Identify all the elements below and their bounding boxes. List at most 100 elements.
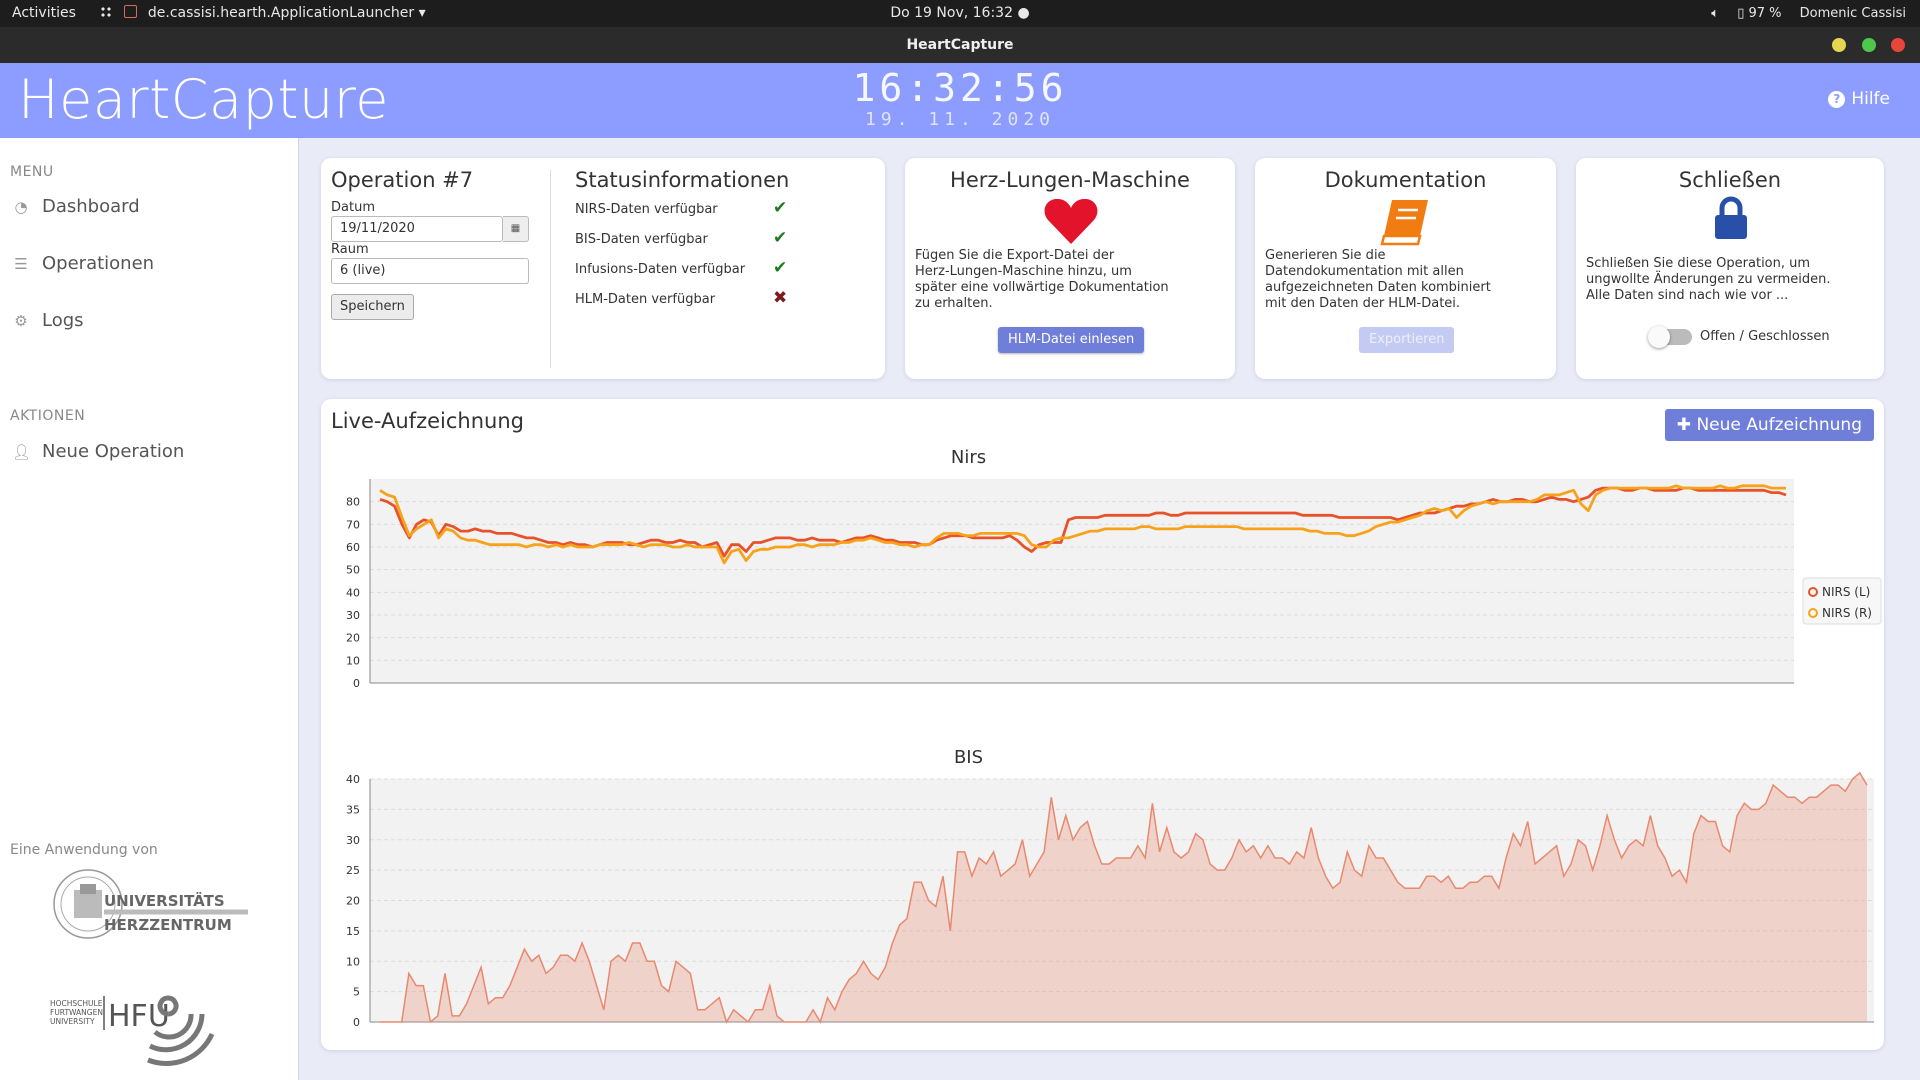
sidebar-item-label: Operationen [42, 253, 155, 274]
y-tick-label: 35 [346, 803, 360, 816]
application-icon [124, 5, 138, 18]
add-user-icon: 👤︎ [12, 443, 32, 461]
status-title: Statusinformationen [575, 168, 790, 192]
credit-text: Eine Anwendung von [10, 842, 158, 858]
hlm-import-button[interactable]: HLM-Datei einlesen [998, 327, 1145, 353]
header-clock: 16:32:56 19. 11. 2020 [850, 67, 1070, 131]
bis-chart-title: BIS [953, 747, 984, 768]
y-tick-label: 60 [346, 541, 360, 554]
system-status-area[interactable]: 🔈︎ ▯ 97 % Domenic Cassisi [1711, 0, 1906, 27]
help-label: Hilfe [1851, 89, 1890, 109]
sidebar-item-neue-operation[interactable]: 👤︎ Neue Operation [12, 437, 184, 467]
close-desc-2: ungwollte Änderungen zu vermeiden. [1586, 272, 1831, 287]
dashboard-icon: ◔ [14, 198, 28, 216]
live-recording-card: Live-Aufzeichnung ✚ Neue Aufzeichnung Ni… [321, 399, 1884, 1050]
close-window-button[interactable] [1891, 38, 1905, 52]
actions-heading: AKTIONEN [10, 408, 86, 424]
calendar-button[interactable]: ▦ [503, 216, 529, 242]
y-tick-label: 40 [346, 773, 360, 786]
universitaets-herzzentrum-logo: UNIVERSITÄTS HERZZENTRUM [53, 869, 248, 939]
app-menu[interactable]: de.cassisi.hearth.ApplicationLauncher ▾ [100, 0, 426, 27]
cross-icon: ✖ [773, 288, 788, 308]
toggle-knob [1648, 326, 1670, 348]
plus-icon: ✚ [1676, 415, 1697, 435]
maximize-button[interactable] [1862, 38, 1876, 52]
status-infusion-label: Infusions-Daten verfügbar [575, 262, 746, 277]
minimize-button[interactable] [1832, 38, 1846, 52]
hlm-card: Herz-Lungen-Maschine Fügen Sie die Expor… [905, 158, 1235, 379]
sidebar-item-operationen[interactable]: ☰ Operationen [12, 249, 154, 279]
y-tick-label: 25 [346, 864, 360, 877]
save-button[interactable]: Speichern [331, 294, 414, 320]
sidebar-item-dashboard[interactable]: ◔ Dashboard [12, 192, 139, 222]
system-clock[interactable]: Do 19 Nov, 16:32 ● [890, 5, 1030, 21]
app-brand: HeartCapture [18, 68, 390, 131]
close-toggle[interactable] [1648, 326, 1692, 348]
y-tick-label: 40 [346, 586, 360, 599]
nirs-chart: 0 10 20 30 40 50 60 70 80 NIRS (L) NIRS (R) [346, 479, 1882, 690]
y-tick-label: 20 [346, 632, 360, 645]
legend-marker [1808, 608, 1818, 618]
legend-marker [1808, 587, 1818, 597]
speaker-muted-icon: 🔈︎ [1711, 6, 1720, 21]
new-recording-button[interactable]: ✚ Neue Aufzeichnung [1664, 409, 1874, 441]
new-recording-label: Neue Aufzeichnung [1696, 415, 1862, 435]
check-icon: ✔ [773, 198, 788, 218]
doc-desc-2: Datendokumentation mit allen [1265, 264, 1464, 279]
y-tick-label: 70 [346, 518, 360, 531]
logo-hfu-sub2: FURTWANGEN [50, 1008, 103, 1017]
close-desc-1: Schließen Sie diese Operation, um [1586, 256, 1811, 271]
y-tick-label: 0 [353, 677, 360, 690]
y-tick-label: 0 [353, 1016, 360, 1029]
logo-hfu-sub3: UNIVERSITY [50, 1017, 95, 1026]
hfu-logo: HOCHSCHULE FURTWANGEN UNIVERSITY HFU [50, 995, 215, 1066]
sidebar-item-label: Neue Operation [42, 441, 185, 462]
export-button[interactable]: Exportieren [1359, 327, 1455, 353]
window-title-bar[interactable]: HeartCapture [0, 27, 1920, 63]
doc-desc-1: Generieren Sie die [1265, 248, 1386, 263]
help-link[interactable]: ? Hilfe [1828, 89, 1890, 109]
check-icon: ✔ [773, 258, 788, 278]
plot-area [370, 479, 1794, 683]
apps-grid-icon [100, 6, 112, 18]
system-clock-area: Do 19 Nov, 16:32 ● [0, 0, 1920, 27]
close-title: Schließen [1678, 168, 1782, 192]
logo-uhz-line1: UNIVERSITÄTS [104, 891, 225, 910]
legend-box [1802, 577, 1882, 625]
activities-button[interactable]: Activities [12, 5, 76, 21]
notification-dot-icon: ● [1017, 5, 1030, 21]
doc-desc-3: aufgezeichneten Daten kombiniert [1265, 280, 1491, 295]
nirs-chart-title: Nirs [950, 447, 987, 468]
room-field[interactable]: 6 (live) [331, 258, 529, 284]
logo-uhz-line2: HERZZENTRUM [104, 916, 232, 934]
y-tick-label: 20 [346, 895, 360, 908]
legend-label: NIRS (L) [1822, 585, 1870, 599]
battery-percent: 97 % [1748, 6, 1782, 21]
user-name: Domenic Cassisi [1799, 6, 1906, 21]
y-tick-label: 30 [346, 609, 360, 622]
series-line [380, 771, 1868, 1024]
calendar-icon: ▦ [510, 223, 521, 234]
sidebar: MENU ◔ Dashboard ☰ Operationen ⚙ Logs AKTIO… [0, 138, 299, 1080]
y-tick-label: 50 [346, 564, 360, 577]
gear-icon: ⚙ [14, 312, 28, 330]
operation-card: Operation #7 Datum 19/11/2020 ▦ Raum 6 (… [321, 158, 885, 379]
logo-hfu-sub1: HOCHSCHULE [50, 999, 103, 1008]
question-icon: ? [1828, 91, 1846, 108]
room-label: Raum [331, 242, 369, 257]
toggle-label: Offen / Geschlossen [1700, 329, 1830, 344]
check-icon: ✔ [773, 228, 788, 248]
live-title: Live-Aufzeichnung [331, 409, 524, 433]
documentation-card: Dokumentation Generieren Sie die Datendo… [1255, 158, 1556, 379]
hlm-desc-1: Fügen Sie die Export-Datei der [915, 248, 1115, 263]
operation-title: Operation #7 [331, 168, 474, 192]
date-field[interactable]: 19/11/2020 [331, 216, 503, 242]
menu-heading: MENU [10, 164, 54, 180]
app-header: HeartCapture 16:32:56 19. 11. 2020 ? Hilf… [0, 63, 1920, 138]
divider [550, 170, 551, 368]
system-top-bar: Activities de.cassisi.hearth.Application… [0, 0, 1920, 27]
y-tick-label: 80 [346, 496, 360, 509]
book-icon [1380, 200, 1428, 246]
y-tick-label: 15 [346, 925, 360, 938]
sidebar-item-logs[interactable]: ⚙ Logs [12, 306, 83, 336]
